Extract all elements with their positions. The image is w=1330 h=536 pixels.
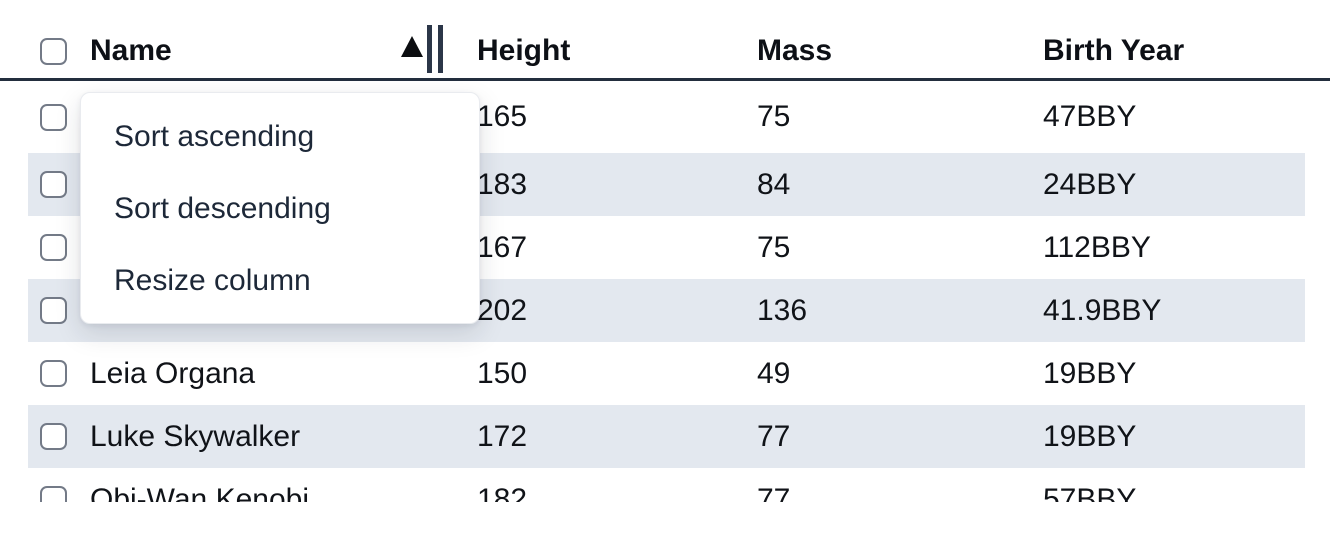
cell-birth-year: 19BBY: [1043, 419, 1137, 453]
menu-item-resize-column[interactable]: Resize column: [114, 264, 311, 297]
cell-mass: 75: [757, 230, 791, 264]
select-all-cell: [0, 37, 90, 65]
column-context-menu: Sort ascending Sort descending Resize co…: [80, 92, 480, 324]
row-checkbox[interactable]: [40, 103, 67, 131]
row-checkbox[interactable]: [40, 423, 67, 450]
cell-mass: 136: [757, 293, 808, 327]
column-header-birth-year[interactable]: Birth Year: [1043, 34, 1330, 68]
table-row: Luke Skywalker 172 77 19BBY: [0, 405, 1330, 468]
table-row: 202 136 41.9BBY: [0, 279, 1330, 342]
cell-mass: 84: [757, 167, 791, 201]
row-checkbox[interactable]: [40, 297, 67, 324]
cell-height: 167: [477, 230, 528, 264]
cell-birth-year: 24BBY: [1043, 167, 1137, 201]
row-select-cell: [0, 234, 90, 261]
cell-name: Leia Organa: [90, 356, 256, 390]
resize-bar-right: [438, 25, 443, 73]
select-all-checkbox[interactable]: [40, 37, 67, 65]
menu-item-sort-ascending[interactable]: Sort ascending: [114, 120, 315, 153]
column-header-birth-year-label: Birth Year: [1043, 34, 1185, 67]
cell-height: 172: [477, 419, 528, 453]
cell-height: 202: [477, 293, 528, 327]
table-header-row: Name Height Mass Birth Year: [0, 0, 1330, 81]
cell-height: 150: [477, 356, 528, 390]
row-select-cell: [0, 486, 90, 502]
sort-ascending-icon: [401, 36, 423, 57]
cell-mass: 49: [757, 356, 791, 390]
cell-birth-year: 19BBY: [1043, 356, 1137, 390]
table-row: Leia Organa 150 49 19BBY: [0, 342, 1330, 405]
row-select-cell: [0, 103, 90, 131]
table-row: 165 75 47BBY: [0, 81, 1330, 153]
menu-item-sort-descending[interactable]: Sort descending: [114, 192, 331, 225]
column-header-mass-label: Mass: [757, 34, 833, 67]
row-select-cell: [0, 297, 90, 324]
row-select-cell: [0, 171, 90, 198]
table-body: 165 75 47BBY 183 84 24BBY 167 75 112BBY: [0, 81, 1330, 502]
row-select-cell: [0, 360, 90, 387]
cell-height: 183: [477, 167, 528, 201]
row-checkbox[interactable]: [40, 234, 67, 261]
cell-name: Obi-Wan Kenobi: [90, 482, 309, 503]
column-header-height[interactable]: Height: [477, 34, 757, 68]
cell-birth-year: 47BBY: [1043, 100, 1137, 133]
table-viewport: Name Height Mass Birth Year 165: [0, 0, 1330, 502]
row-select-cell: [0, 423, 90, 450]
table-row: Obi-Wan Kenobi 182 77 57BBY: [0, 468, 1330, 502]
cell-mass: 77: [757, 419, 791, 453]
table-row: 167 75 112BBY: [0, 216, 1330, 279]
cell-birth-year: 112BBY: [1043, 230, 1151, 264]
cell-birth-year: 57BBY: [1043, 482, 1137, 503]
cell-name: Luke Skywalker: [90, 419, 301, 453]
cell-height: 165: [477, 100, 528, 133]
column-resize-handle-icon[interactable]: [427, 25, 443, 73]
resize-bar-left: [427, 25, 432, 73]
row-checkbox[interactable]: [40, 486, 67, 502]
cell-mass: 75: [757, 100, 791, 133]
cell-height: 182: [477, 482, 528, 503]
cell-mass: 77: [757, 482, 791, 503]
row-checkbox[interactable]: [40, 360, 67, 387]
column-header-name[interactable]: Name: [90, 34, 477, 68]
row-checkbox[interactable]: [40, 171, 67, 198]
column-header-mass[interactable]: Mass: [757, 34, 1043, 68]
column-header-height-label: Height: [477, 34, 571, 67]
cell-birth-year: 41.9BBY: [1043, 293, 1162, 327]
column-header-name-label: Name: [90, 34, 172, 67]
